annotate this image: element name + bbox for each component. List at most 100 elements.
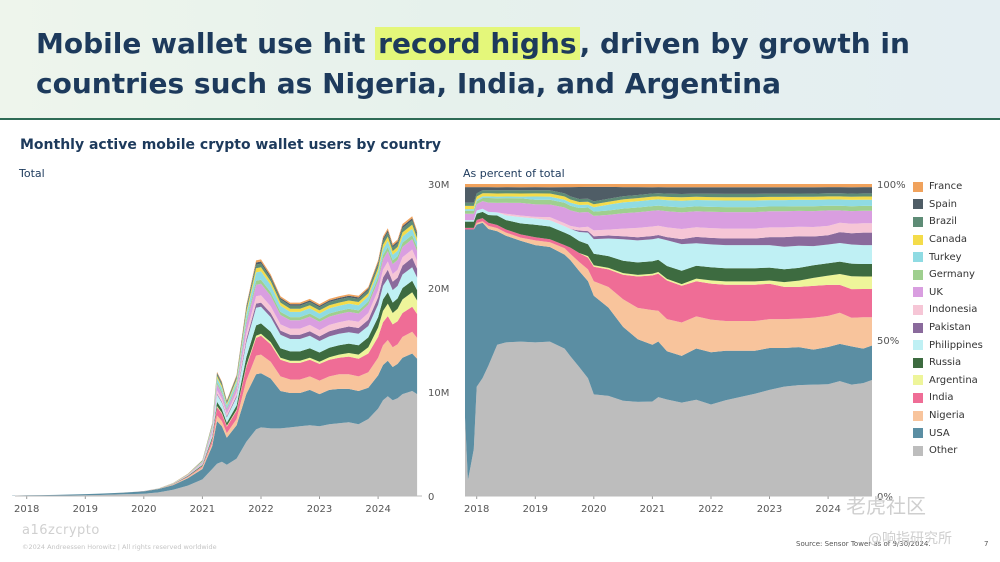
legend-item-argentina: Argentina — [913, 372, 998, 390]
pct-area-usa — [465, 222, 872, 481]
header-divider — [0, 118, 1000, 120]
legend-swatch — [913, 322, 923, 333]
legend-label: Spain — [929, 198, 957, 210]
legend-label: Nigeria — [929, 410, 965, 422]
a16zcrypto-logo: a16zcrypto — [22, 523, 100, 538]
pct-area-nigeria — [465, 221, 872, 356]
pct-area-brazil — [465, 190, 872, 206]
legend-label: Indonesia — [929, 304, 978, 316]
percent-panel-label: As percent of total — [463, 167, 565, 180]
page-title: Mobile wallet use hit record highs, driv… — [36, 24, 976, 104]
legend-item-uk: UK — [913, 284, 998, 302]
total-x-tick-label: 2022 — [248, 504, 273, 515]
legend-label: Argentina — [929, 374, 978, 386]
legend-swatch — [913, 375, 923, 386]
legend-swatch — [913, 392, 923, 403]
total-y-tick-label: 10M — [428, 388, 449, 399]
chart-title: Monthly active mobile crypto wallet user… — [20, 137, 441, 153]
legend-label: Russia — [929, 357, 962, 369]
legend-label: Canada — [929, 234, 968, 246]
pct-x-tick-label: 2020 — [581, 504, 606, 515]
legend-swatch — [913, 234, 923, 245]
legend-item-usa: USA — [913, 424, 998, 442]
total-x-tick-label: 2023 — [307, 504, 332, 515]
watermark-handle: @响指研究所 — [868, 531, 952, 547]
legend-item-brazil: Brazil — [913, 213, 998, 231]
legend-swatch — [913, 304, 923, 315]
legend-swatch — [913, 340, 923, 351]
total-x-tick-label: 2019 — [73, 504, 98, 515]
pct-area-spain — [465, 186, 872, 203]
legend-swatch — [913, 410, 923, 421]
legend-label: India — [929, 392, 954, 404]
source-note: Source: Sensor Tower as of 9/30/2024. — [796, 540, 931, 548]
pct-x-tick-label: 2022 — [698, 504, 723, 515]
pct-area-other — [465, 341, 872, 496]
legend-swatch — [913, 269, 923, 280]
pct-area-germany — [465, 198, 872, 216]
pct-area-uk — [465, 201, 872, 231]
legend-label: Philippines — [929, 339, 983, 351]
pct-area-pakistan — [465, 208, 872, 247]
watermark-logo-text: 老虎社区 — [846, 494, 926, 518]
legend-label: Other — [929, 445, 958, 457]
pct-area-canada — [465, 193, 872, 210]
legend-item-indonesia: Indonesia — [913, 301, 998, 319]
legend-swatch — [913, 287, 923, 298]
legend-label: Brazil — [929, 216, 957, 228]
headline-highlight: record highs — [375, 27, 580, 60]
legend-label: USA — [929, 427, 950, 439]
headline-end: , driven by growth in countries such as … — [36, 27, 910, 100]
pct-area-india — [465, 218, 872, 323]
total-panel-label: Total — [19, 167, 45, 180]
legend-swatch — [913, 181, 923, 192]
pct-y-tick-label: 0% — [877, 492, 893, 503]
legend-swatch — [913, 216, 923, 227]
pct-area-argentina — [465, 218, 872, 290]
pct-x-tick-label: 2021 — [640, 504, 665, 515]
legend-item-france: France — [913, 178, 998, 196]
pct-x-tick-label: 2024 — [815, 504, 840, 515]
pct-area-turkey — [465, 196, 872, 212]
legend-label: Germany — [929, 269, 975, 281]
total-x-tick-label: 2024 — [365, 504, 390, 515]
legend-item-india: India — [913, 389, 998, 407]
legend-label: Pakistan — [929, 322, 971, 334]
total-x-tick-label: 2021 — [190, 504, 215, 515]
pct-area-russia — [465, 211, 872, 285]
total-x-tick-label: 2020 — [131, 504, 156, 515]
legend-item-other: Other — [913, 442, 998, 460]
pct-x-tick-label: 2019 — [523, 504, 548, 515]
total-area-other — [12, 391, 418, 496]
legend-swatch — [913, 428, 923, 439]
legend-swatch — [913, 357, 923, 368]
page-number: 7 — [984, 540, 989, 548]
legend-item-nigeria: Nigeria — [913, 407, 998, 425]
copyright-text: ©2024 Andreessen Horowitz | All rights r… — [22, 543, 217, 551]
legend-label: France — [929, 181, 963, 193]
legend-item-spain: Spain — [913, 196, 998, 214]
total-y-tick-label: 0 — [428, 492, 434, 503]
headline-start: Mobile wallet use hit — [36, 27, 376, 60]
pct-area-france — [465, 184, 872, 188]
pct-x-tick-label: 2018 — [464, 504, 489, 515]
legend-item-germany: Germany — [913, 266, 998, 284]
legend-item-canada: Canada — [913, 231, 998, 249]
pct-area-philippines — [465, 208, 872, 271]
total-y-tick-label: 20M — [428, 284, 449, 295]
legend-swatch — [913, 252, 923, 263]
legend-label: UK — [929, 286, 943, 298]
total-x-tick-label: 2018 — [14, 504, 39, 515]
legend: France Spain Brazil Canada Turkey Germany UK In… — [913, 178, 998, 460]
pct-area-indonesia — [465, 208, 872, 240]
legend-item-turkey: Turkey — [913, 248, 998, 266]
legend-swatch — [913, 445, 923, 456]
pct-y-tick-label: 100% — [877, 180, 906, 191]
pct-x-tick-label: 2023 — [757, 504, 782, 515]
total-y-tick-label: 30M — [428, 180, 449, 191]
legend-item-russia: Russia — [913, 354, 998, 372]
legend-item-pakistan: Pakistan — [913, 319, 998, 337]
legend-swatch — [913, 199, 923, 210]
pct-y-tick-label: 50% — [877, 336, 899, 347]
